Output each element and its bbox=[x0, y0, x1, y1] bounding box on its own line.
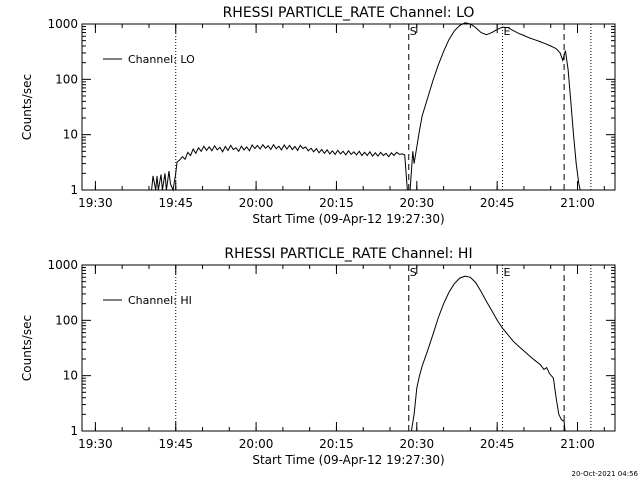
panel-2-y-tick-label: 10 bbox=[63, 369, 78, 383]
panel-2-x-tick-label: 20:30 bbox=[400, 437, 435, 451]
panel-1-y-axis-label: Counts/sec bbox=[20, 74, 34, 140]
panel-1-y-tick-label: 1 bbox=[70, 183, 78, 197]
panel-2-plot-frame bbox=[81, 264, 616, 432]
panel-2-y-tick-label: 1 bbox=[70, 424, 78, 438]
panel-1-marker-label-e: E bbox=[504, 25, 511, 38]
panel-1-x-tick-label: 20:15 bbox=[319, 196, 354, 210]
panel-1-x-tick-label: 20:45 bbox=[480, 196, 515, 210]
panel-2-y-axis-label: Counts/sec bbox=[20, 315, 34, 381]
panel-1-x-tick-label: 20:30 bbox=[400, 196, 435, 210]
panel-2-x-axis-label: Start Time (09-Apr-12 19:27:30) bbox=[252, 453, 444, 467]
panel-2-x-tick-label: 19:30 bbox=[78, 437, 113, 451]
panel-1-x-tick-label: 20:00 bbox=[239, 196, 274, 210]
panel-2-x-tick-label: 20:00 bbox=[239, 437, 274, 451]
panel-1-series-line bbox=[83, 22, 615, 192]
panel-2-x-tick-label: 19:45 bbox=[158, 437, 193, 451]
panel-2-y-tick-label: 100 bbox=[55, 313, 78, 327]
panel-1-legend-label: Channel: LO bbox=[128, 53, 195, 66]
panel-2-y-tick-label: 1000 bbox=[47, 258, 78, 272]
panel-2-chart-title: RHESSI PARTICLE_RATE Channel: HI bbox=[224, 246, 472, 262]
panel-2-legend-label: Channel: HI bbox=[128, 294, 192, 307]
panel-1-y-tick-label: 100 bbox=[55, 72, 78, 86]
panel-2-x-tick-label: 21:00 bbox=[560, 437, 595, 451]
panel-1-y-tick-label: 1000 bbox=[47, 17, 78, 31]
panel-1-x-axis-label: Start Time (09-Apr-12 19:27:30) bbox=[252, 212, 444, 226]
panel-2-x-tick-label: 20:15 bbox=[319, 437, 354, 451]
panel-1-y-tick-label: 10 bbox=[63, 128, 78, 142]
panel-2-x-tick-label: 20:45 bbox=[480, 437, 515, 451]
panel-2-marker-label-s: S bbox=[410, 266, 417, 279]
panel-2-marker-label-e: E bbox=[504, 266, 511, 279]
panel-1-marker-label-s: S bbox=[410, 25, 417, 38]
panel-1-chart-title: RHESSI PARTICLE_RATE Channel: LO bbox=[223, 5, 475, 21]
panel-2-series-line bbox=[410, 275, 566, 432]
panel-1-x-tick-label: 19:30 bbox=[78, 196, 113, 210]
panel-1-x-tick-label: 21:00 bbox=[560, 196, 595, 210]
footer-timestamp: 20-Oct-2021 04:56 bbox=[571, 470, 638, 478]
panel-1-x-tick-label: 19:45 bbox=[158, 196, 193, 210]
panel-1-plot-frame bbox=[81, 23, 616, 191]
